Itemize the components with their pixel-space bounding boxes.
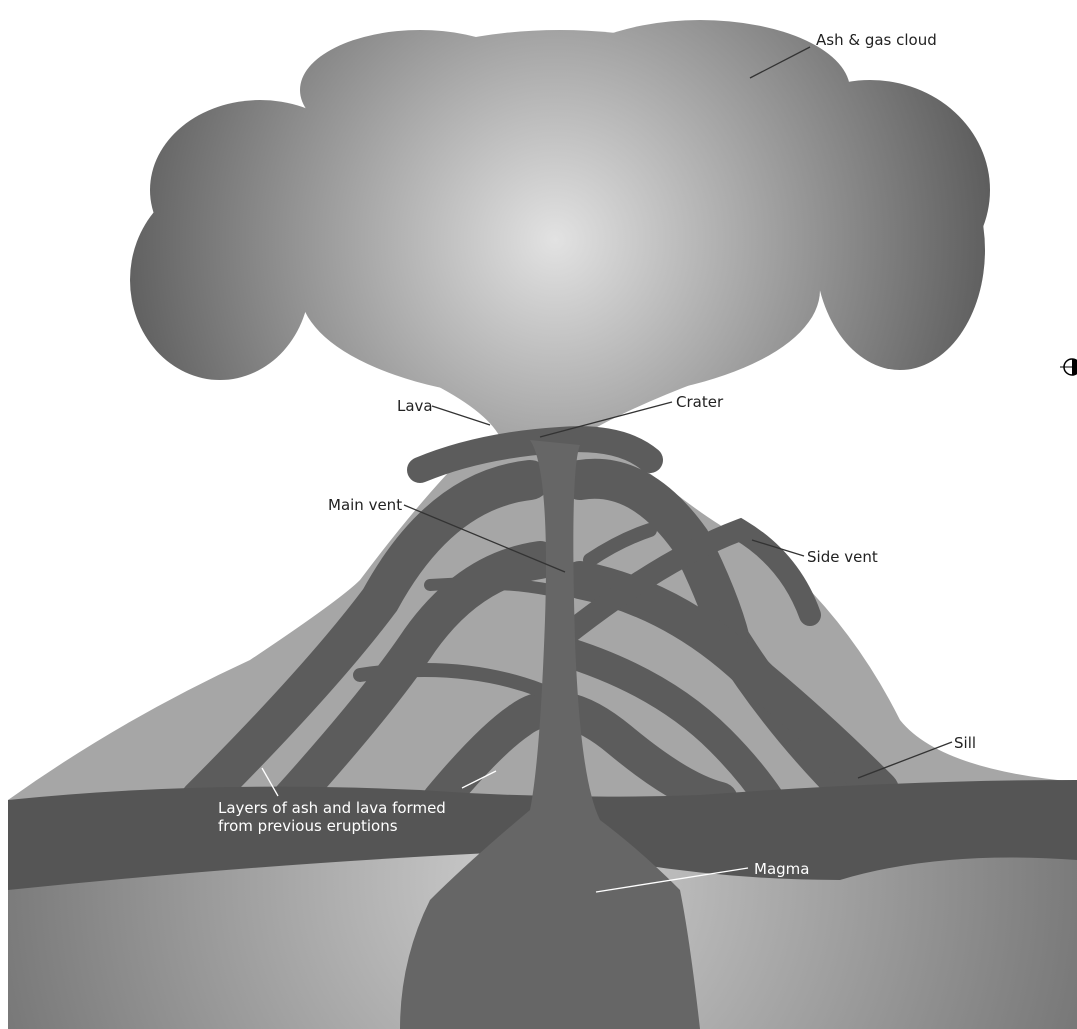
label: Main vent	[328, 496, 402, 514]
label: Lava	[397, 397, 433, 415]
label: Magma	[754, 860, 809, 878]
volcano-diagram: Ash & gas cloud Crater Lava Main vent Si…	[0, 0, 1077, 1029]
label: Side vent	[807, 548, 878, 566]
registration-mark	[1060, 359, 1077, 375]
label: Sill	[954, 734, 976, 752]
label: Layers of ash and lava formed	[218, 799, 446, 817]
label: from previous eruptions	[218, 817, 398, 835]
label: Crater	[676, 393, 724, 411]
label: Ash & gas cloud	[816, 31, 937, 49]
ash-cloud	[130, 20, 990, 437]
